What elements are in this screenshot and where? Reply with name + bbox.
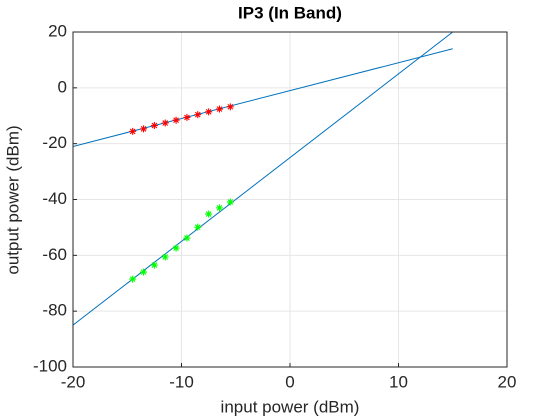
- marker: [150, 122, 158, 130]
- marker: [183, 113, 191, 121]
- y-axis-label: output power (dBm): [3, 125, 22, 274]
- x-tick-label: 20: [498, 372, 517, 391]
- y-tick-label: 20: [48, 21, 67, 40]
- marker: [129, 275, 137, 283]
- x-axis-label: input power (dBm): [221, 397, 360, 416]
- marker: [161, 119, 169, 127]
- y-tick-label: -80: [42, 301, 67, 320]
- x-tick-label: -10: [169, 372, 194, 391]
- marker: [140, 125, 148, 133]
- y-tick-label: -20: [42, 133, 67, 152]
- marker: [215, 204, 223, 212]
- marker: [194, 111, 202, 119]
- marker: [172, 244, 180, 252]
- x-tick-label: 10: [389, 372, 408, 391]
- marker: [129, 127, 137, 135]
- marker: [194, 223, 202, 231]
- y-tick-label: -40: [42, 189, 67, 208]
- y-tick-label: 0: [58, 77, 67, 96]
- marker: [205, 210, 213, 218]
- x-tick-label: 0: [285, 372, 294, 391]
- marker: [140, 268, 148, 276]
- marker: [226, 103, 234, 111]
- series-line: [73, 32, 454, 326]
- marker: [215, 105, 223, 113]
- axes-box: [72, 31, 508, 368]
- marker: [205, 108, 213, 116]
- marker: [183, 234, 191, 242]
- marker: [226, 198, 234, 206]
- y-tick-label: -60: [42, 245, 67, 264]
- marker: [150, 261, 158, 269]
- chart-title: IP3 (In Band): [238, 3, 342, 22]
- y-tick-label: -100: [33, 356, 67, 375]
- marker: [172, 116, 180, 124]
- x-tick-label: -20: [61, 372, 86, 391]
- series-line: [73, 48, 453, 147]
- marker: [161, 253, 169, 261]
